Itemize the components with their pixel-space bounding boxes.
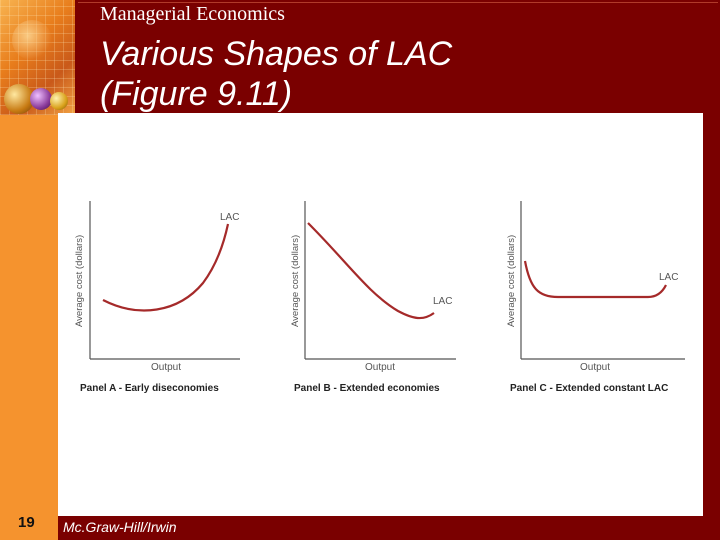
orb-1 [4, 84, 34, 114]
panel-c-y-label: Average cost (dollars) [506, 235, 517, 327]
panel-b-caption: Panel B - Extended economies [294, 383, 440, 394]
panel-c-curve-label: LAC [659, 272, 678, 283]
course-subject: Managerial Economics [100, 3, 285, 25]
panel-b: LAC Average cost (dollars) Output Panel … [290, 201, 456, 394]
panel-b-x-label: Output [365, 362, 395, 373]
panel-a-lac-curve [102, 223, 230, 312]
header-rule [78, 2, 718, 3]
panel-c-x-label: Output [580, 362, 610, 373]
panel-c-caption: Panel C - Extended constant LAC [510, 383, 668, 394]
panel-a-caption: Panel A - Early diseconomies [80, 383, 219, 394]
lac-figure: LAC Average cost (dollars) Output Panel … [74, 201, 685, 394]
panel-b-y-label: Average cost (dollars) [290, 235, 301, 327]
decorative-orbs-logo [0, 0, 75, 115]
slide-title: Various Shapes of LAC (Figure 9.11) [100, 34, 452, 114]
panel-a: LAC Average cost (dollars) Output Panel … [74, 201, 240, 394]
slide-title-line1: Various Shapes of LAC [100, 35, 453, 73]
panel-a-x-label: Output [151, 362, 181, 373]
orb-3 [50, 92, 68, 110]
orb-4 [12, 20, 52, 60]
panel-a-y-label: Average cost (dollars) [74, 235, 85, 327]
slide-title-line2: (Figure 9.11) [100, 75, 293, 113]
orb-2 [30, 88, 52, 110]
panel-c-lac-curve [523, 260, 667, 299]
publisher-credit: Mc.Graw-Hill/Irwin [63, 519, 177, 535]
panel-a-curve-label: LAC [220, 212, 239, 223]
panel-b-lac-curve [307, 222, 435, 320]
figure-area: LAC Average cost (dollars) Output Panel … [58, 113, 703, 516]
slide-number: 19 [18, 514, 35, 531]
panel-c: LAC Average cost (dollars) Output Panel … [506, 201, 685, 394]
panel-b-curve-label: LAC [433, 296, 452, 307]
